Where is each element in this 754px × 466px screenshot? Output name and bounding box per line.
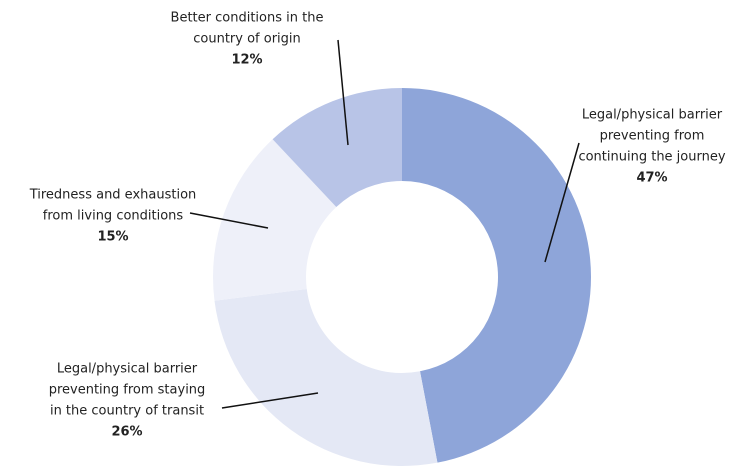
slice	[272, 88, 402, 208]
slice-label: continuing the journey	[578, 150, 725, 165]
slice-label: Tiredness and exhaustion	[29, 188, 197, 203]
slice-label: preventing from staying	[49, 383, 206, 398]
leader-line	[544, 142, 580, 263]
value-label: 26%	[111, 425, 142, 440]
slices	[213, 88, 591, 466]
slice-label: Better conditions in the	[171, 11, 324, 26]
slice-label: from living conditions	[43, 209, 184, 224]
slice-label: preventing from	[600, 129, 705, 144]
value-label: 47%	[636, 171, 667, 186]
leader-line	[189, 212, 269, 229]
slice-label: in the country of transit	[50, 404, 204, 419]
slice	[402, 88, 591, 463]
leader-line	[221, 392, 319, 409]
value-label: 15%	[97, 230, 128, 245]
slice-label: Legal/physical barrier	[57, 362, 198, 377]
slice	[214, 289, 438, 466]
value-label: 12%	[231, 53, 262, 68]
leader-line	[337, 39, 349, 146]
slice	[213, 139, 337, 301]
slice-label: Legal/physical barrier	[582, 108, 723, 123]
slice-label: country of origin	[193, 32, 301, 47]
